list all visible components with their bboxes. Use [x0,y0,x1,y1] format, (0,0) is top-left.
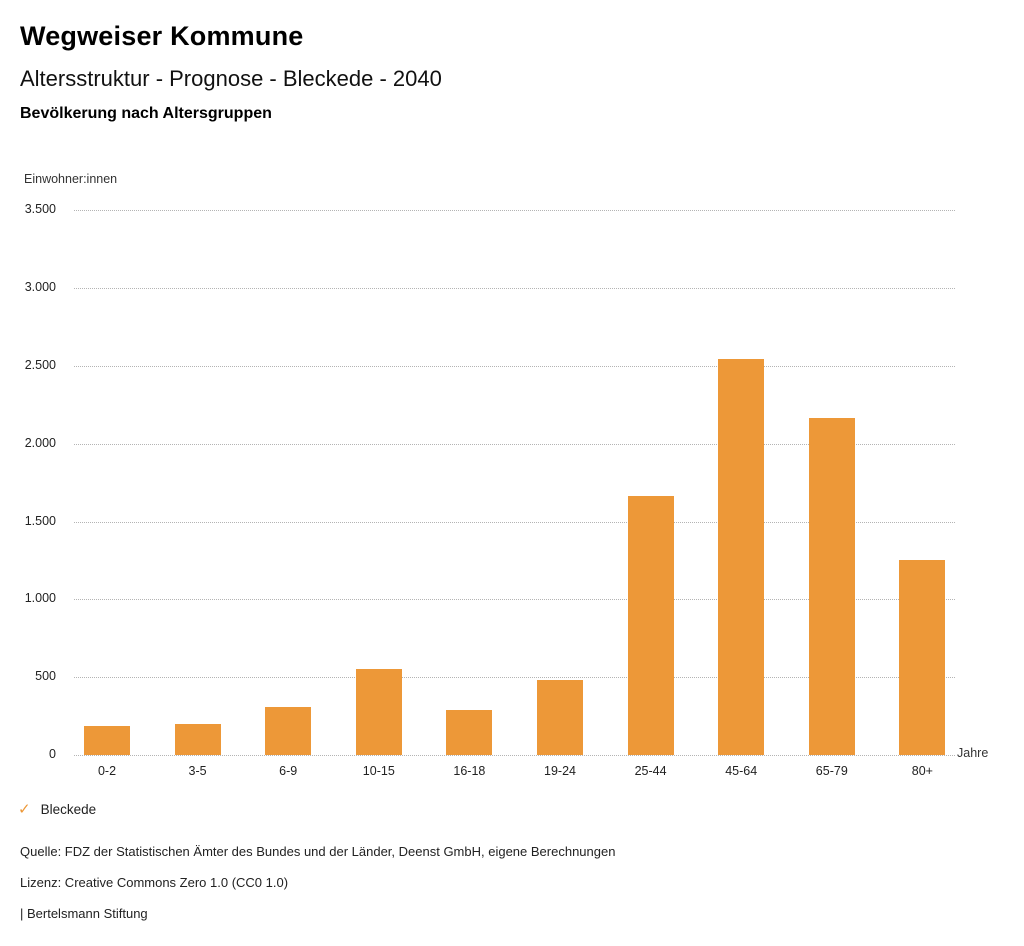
bar-25-44[interactable] [627,495,674,755]
x-tick-label-45-64: 45-64 [725,764,758,778]
bar-80+[interactable] [899,559,946,755]
check-icon: ✓ [18,801,31,818]
bar-0-2[interactable] [84,726,130,755]
x-tick-label-10-15: 10-15 [362,764,395,778]
legend-label: Bleckede [40,802,97,817]
license-text: Lizenz: Creative Commons Zero 1.0 (CC0 1… [20,875,289,890]
chart-subtitle: Altersstruktur - Prognose - Bleckede - 2… [20,66,442,91]
gridline-2.000 [74,443,955,445]
chart-section-label: Bevölkerung nach Altersgruppen [20,105,272,122]
y-tick-label: 500 [35,669,56,684]
x-tick-label-19-24: 19-24 [544,764,576,778]
x-tick-label-16-18: 16-18 [453,764,486,778]
gridline-1.000 [74,599,955,601]
bar-3-5[interactable] [174,723,221,755]
bar-chart: Einwohner:innen Jahre 0 500 1.000 1.500 2.00… [24,172,989,778]
x-tick-label-25-44: 25-44 [634,764,667,778]
bar-45-64[interactable] [718,358,765,755]
y-tick-label: 3.000 [24,280,56,295]
gridline-1.500 [74,521,955,523]
y-tick-label: 2.000 [24,435,56,450]
gridline-3.500 [74,210,955,212]
x-tick-label-80+: 80+ [911,764,933,778]
bar-6-9[interactable] [265,706,312,755]
x-tick-label-0-2: 0-2 [97,764,117,778]
x-tick-label-6-9: 6-9 [279,764,298,778]
page-title: Wegweiser Kommune [20,21,304,51]
attribution-text: | Bertelsmann Stiftung [20,906,148,921]
bar-10-15[interactable] [355,668,402,755]
gridline-0 [74,755,955,756]
y-tick-label: 3.500 [24,202,56,217]
bar-65-79[interactable] [808,418,855,755]
y-tick-label: 1.000 [24,591,56,606]
bar-19-24[interactable] [537,680,583,755]
x-tick-label-3-5: 3-5 [188,764,207,778]
y-tick-label: 1.500 [24,513,56,528]
gridline-3.000 [74,288,955,290]
y-tick-label: 2.500 [24,358,56,372]
legend-item-bleckede[interactable]: ✓ Bleckede [18,802,96,817]
source-text: Quelle: FDZ der Statistischen Ämter des … [20,844,616,859]
gridline-500 [74,677,955,679]
bar-16-18[interactable] [446,709,493,755]
gridline-2.500 [74,366,955,367]
x-tick-label-65-79: 65-79 [815,764,848,778]
y-axis-title: Einwohner:innen [24,172,118,186]
y-tick-label: 0 [49,747,56,761]
x-axis-title: Jahre [957,746,989,760]
